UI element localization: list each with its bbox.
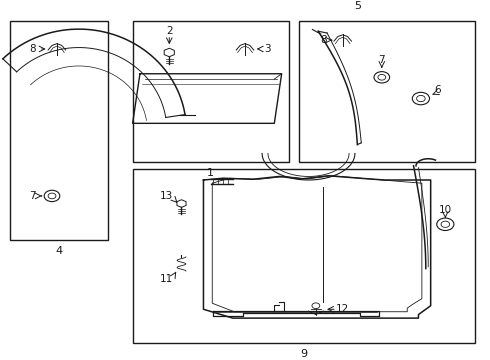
- Bar: [133, 169, 475, 343]
- Text: 5: 5: [354, 1, 361, 12]
- Text: 2: 2: [166, 26, 172, 36]
- Bar: [299, 21, 475, 162]
- Text: 11: 11: [160, 274, 173, 284]
- Text: 8: 8: [320, 35, 326, 45]
- Text: 1: 1: [207, 168, 214, 178]
- Circle shape: [378, 75, 386, 80]
- Circle shape: [437, 218, 454, 230]
- Text: 4: 4: [56, 246, 63, 256]
- Circle shape: [416, 95, 425, 102]
- Circle shape: [412, 92, 430, 105]
- Text: 6: 6: [435, 85, 441, 95]
- Circle shape: [48, 193, 56, 199]
- Bar: [133, 21, 289, 162]
- Text: 3: 3: [264, 44, 270, 54]
- Bar: [10, 21, 108, 240]
- Text: 12: 12: [336, 304, 349, 314]
- Circle shape: [441, 221, 450, 228]
- Text: 13: 13: [160, 191, 173, 201]
- Text: 10: 10: [439, 205, 452, 215]
- Text: 7: 7: [378, 55, 385, 64]
- Circle shape: [374, 72, 390, 83]
- Text: 7: 7: [29, 191, 36, 201]
- Circle shape: [312, 303, 320, 309]
- Text: 8: 8: [29, 44, 36, 54]
- Circle shape: [44, 190, 60, 202]
- Text: 9: 9: [300, 348, 307, 359]
